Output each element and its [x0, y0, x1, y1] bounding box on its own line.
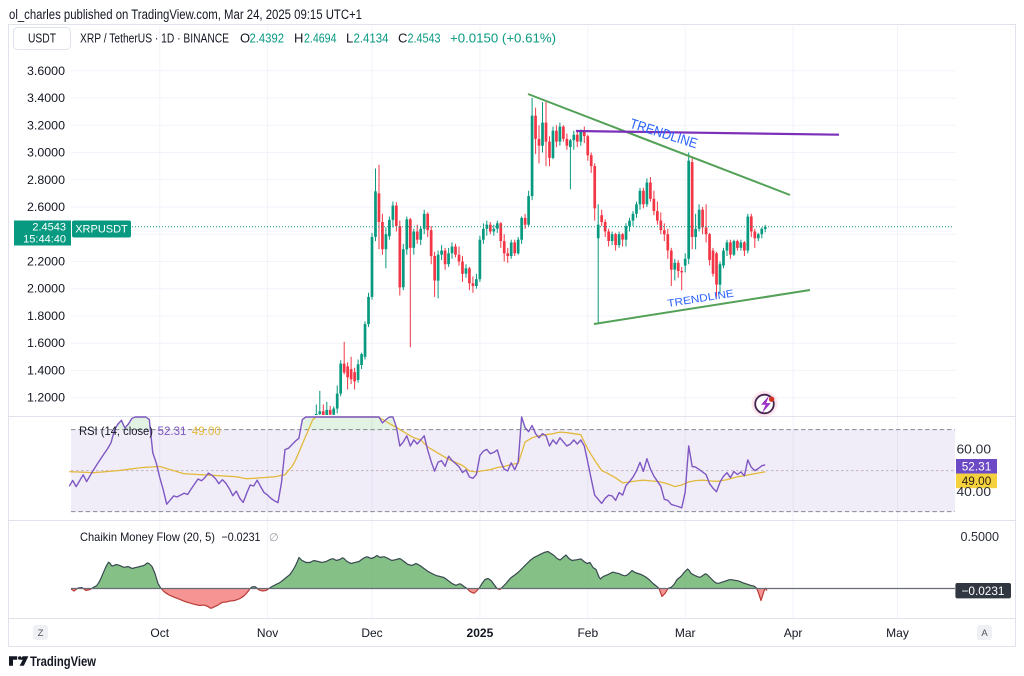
svg-text:∅: ∅ — [269, 532, 279, 544]
svg-text:ol_charles published on Tradin: ol_charles published on TradingView.com,… — [9, 7, 362, 22]
svg-text:Chaikin Money Flow (20, 5): Chaikin Money Flow (20, 5) — [80, 530, 215, 544]
svg-text:Mar: Mar — [675, 626, 696, 640]
svg-text:52.31: 52.31 — [158, 424, 187, 438]
svg-text:USDT: USDT — [28, 32, 56, 46]
svg-text:XRPUSDT: XRPUSDT — [75, 224, 128, 236]
svg-text:2.4543: 2.4543 — [32, 222, 66, 234]
svg-text:+0.0150 (+0.61%): +0.0150 (+0.61%) — [450, 31, 556, 46]
svg-text:2.4392: 2.4392 — [250, 31, 285, 46]
svg-text:2.4694: 2.4694 — [304, 31, 337, 46]
svg-text:3.0000: 3.0000 — [27, 146, 65, 160]
svg-text:2025: 2025 — [467, 626, 494, 640]
svg-text:3.2000: 3.2000 — [27, 118, 65, 132]
svg-text:−0.0231: −0.0231 — [222, 530, 261, 544]
svg-text:C: C — [398, 31, 407, 46]
svg-text:2.2000: 2.2000 — [27, 255, 65, 269]
svg-text:3.6000: 3.6000 — [27, 64, 65, 78]
svg-text:15:44:40: 15:44:40 — [23, 234, 66, 246]
svg-text:60.00: 60.00 — [957, 443, 992, 457]
svg-text:Apr: Apr — [784, 626, 803, 640]
svg-text:RSI (14, close): RSI (14, close) — [79, 424, 153, 438]
svg-text:XRP / TetherUS · 1D · BINANCE: XRP / TetherUS · 1D · BINANCE — [80, 31, 229, 46]
svg-text:TradingView: TradingView — [30, 654, 96, 669]
svg-text:Oct: Oct — [150, 626, 169, 640]
svg-text:L: L — [346, 31, 353, 46]
svg-text:Z: Z — [38, 628, 44, 639]
svg-text:1.4000: 1.4000 — [27, 363, 65, 377]
svg-text:Dec: Dec — [361, 626, 382, 640]
svg-text:2.4134: 2.4134 — [354, 31, 389, 46]
svg-text:49.00: 49.00 — [962, 476, 992, 488]
svg-text:May: May — [886, 626, 909, 640]
svg-text:2.8000: 2.8000 — [27, 173, 65, 187]
svg-text:Feb: Feb — [577, 626, 598, 640]
svg-text:1.6000: 1.6000 — [27, 336, 65, 350]
svg-text:2.4543: 2.4543 — [408, 31, 441, 46]
svg-text:H: H — [294, 31, 303, 46]
svg-text:52.31: 52.31 — [962, 461, 992, 473]
svg-text:2.0000: 2.0000 — [27, 282, 65, 296]
svg-text:1.2000: 1.2000 — [27, 391, 65, 405]
svg-text:3.4000: 3.4000 — [27, 91, 65, 105]
svg-text:A: A — [981, 628, 988, 639]
svg-text:0.5000: 0.5000 — [961, 530, 1000, 544]
svg-text:−0.0231: −0.0231 — [962, 584, 1005, 598]
svg-text:1.8000: 1.8000 — [27, 309, 65, 323]
svg-text:Nov: Nov — [257, 626, 278, 640]
svg-text:2.6000: 2.6000 — [27, 200, 65, 214]
svg-text:O: O — [240, 31, 250, 46]
svg-text:40.00: 40.00 — [957, 485, 992, 499]
svg-text:49.00: 49.00 — [192, 424, 221, 438]
